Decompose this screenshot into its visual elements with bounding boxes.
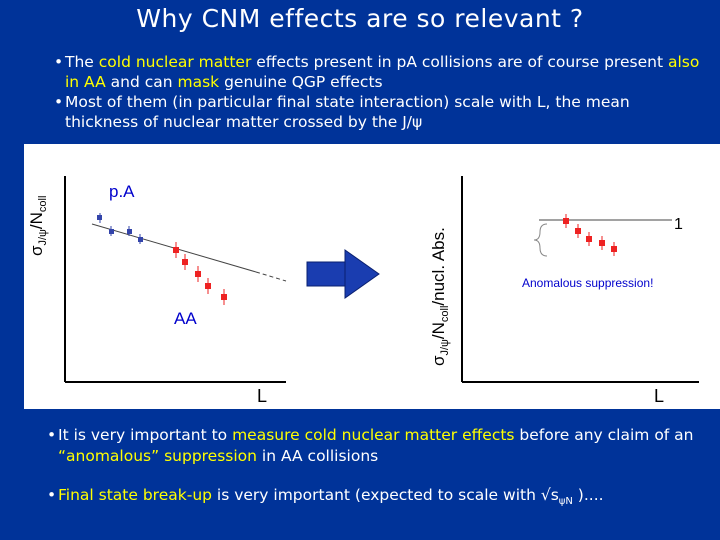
figure-panel: p.A AA L σJ/ψ/Ncoll <box>24 144 720 409</box>
aa-point <box>173 247 179 253</box>
bullet-text: and can <box>105 73 178 91</box>
left-y-label: σJ/ψ/Ncoll <box>27 196 49 256</box>
bullet-marker: • <box>47 426 57 444</box>
aa-point <box>195 271 201 277</box>
ylabel-sub-jpsi: J/ψ <box>439 339 451 356</box>
aa-point <box>182 259 188 265</box>
pa-point <box>127 229 132 234</box>
left-x-label: L <box>257 386 267 406</box>
ylabel-sigma: σ <box>27 245 46 256</box>
bullet-marker: • <box>47 486 57 504</box>
aa-point <box>221 294 227 300</box>
aa-point <box>205 283 211 289</box>
bullet-text: is very important (expected to scale wit… <box>211 486 559 504</box>
right-arrow-icon <box>306 249 380 299</box>
ylabel-n: /N <box>27 212 46 229</box>
bullet-text: before any claim of an <box>514 426 694 444</box>
highlight-text: cold nuclear matter <box>98 53 252 71</box>
ylabel-sigma: σ <box>429 355 448 366</box>
ratio-point <box>586 236 592 242</box>
bullet-measure-cnm: • It is very important to measure cold n… <box>47 425 718 467</box>
top-bullets: • The cold nuclear matter effects presen… <box>54 52 704 132</box>
bullet-text: genuine QGP effects <box>219 73 383 91</box>
ylabel-sub-jpsi: J/ψ <box>37 229 49 246</box>
figure-svg: p.A AA L σJ/ψ/Ncoll <box>27 176 699 406</box>
left-fit-dashed <box>255 271 287 282</box>
label-aa: AA <box>174 309 197 328</box>
ratio-point <box>599 240 605 246</box>
right-y-label: σJ/ψ/Ncoll/nucl. Abs. <box>429 227 451 366</box>
ylabel-sub-coll: coll <box>37 196 49 213</box>
bullet-final-state-breakup: • Final state break-up is very important… <box>47 485 718 512</box>
slide-title: Why CNM effects are so relevant ? <box>136 4 584 33</box>
left-plot: p.A AA L σJ/ψ/Ncoll <box>27 176 287 406</box>
ratio-point <box>563 218 569 224</box>
bullet-text: It is very important to <box>58 426 233 444</box>
label-one: 1 <box>674 216 683 233</box>
highlight-text: mask <box>177 73 220 91</box>
anomalous-suppression-annotation: Anomalous suppression! <box>522 276 653 290</box>
ratio-point <box>611 246 617 252</box>
label-pa: p.A <box>109 182 135 201</box>
bullet-cnm-present: • The cold nuclear matter effects presen… <box>54 52 704 92</box>
highlight-text: “anomalous” suppression <box>58 447 257 465</box>
pa-point <box>109 229 114 234</box>
highlight-text: measure cold nuclear matter effects <box>232 426 515 444</box>
bullet-text: effects present in pA collisions are of … <box>251 53 668 71</box>
ylabel-sub-coll: coll <box>439 306 451 323</box>
pa-points <box>97 213 143 244</box>
right-plot: 1 Anomalous suppression! L σJ/ψ/Ncoll/nu… <box>429 176 699 406</box>
bullet-scaling-with-l: • Most of them (in particular final stat… <box>54 92 704 132</box>
subscript-psin: ψN <box>558 496 573 508</box>
highlight-text: Final state break-up <box>58 486 212 504</box>
ylabel-nucl-abs: /nucl. Abs. <box>429 227 448 305</box>
right-x-label: L <box>654 386 664 406</box>
right-points <box>563 214 617 256</box>
bullet-text: in AA collisions <box>257 447 379 465</box>
highlight-text: also in AA <box>65 53 700 91</box>
ylabel-n: /N <box>429 322 448 339</box>
bullet-marker: • <box>54 93 64 111</box>
suppression-brace <box>533 223 548 257</box>
bullet-text: Most of them (in particular final state … <box>65 93 630 131</box>
bullet-text: The <box>65 53 99 71</box>
ratio-point <box>575 228 581 234</box>
bullet-text: ).... <box>572 486 604 504</box>
aa-points <box>173 242 227 305</box>
bullet-marker: • <box>54 53 64 71</box>
pa-point <box>138 237 143 242</box>
pa-point <box>97 215 102 220</box>
